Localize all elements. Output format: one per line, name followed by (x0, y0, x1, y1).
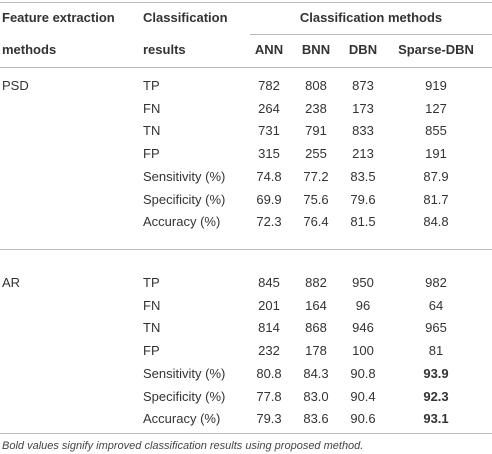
cell: Sensitivity (%) (143, 168, 226, 184)
cell: Specificity (%) (143, 388, 226, 404)
cell: 201 (258, 297, 280, 313)
cell: TP (143, 78, 160, 93)
cell: Specificity (%) (143, 191, 226, 207)
cell: 164 (305, 297, 327, 313)
cell: 782 (258, 78, 280, 93)
cell: 255 (305, 146, 327, 162)
cell: 731 (258, 123, 280, 139)
cell: 950 (352, 275, 374, 290)
cell: 808 (305, 78, 327, 93)
cell: 855 (425, 123, 447, 139)
cell: 845 (258, 275, 280, 290)
cell: BNN (301, 42, 331, 57)
cell: 81.7 (423, 191, 449, 207)
cell: 74.8 (256, 168, 282, 184)
cell: 80.8 (256, 365, 282, 381)
cell: Sensitivity (%) (143, 365, 226, 381)
rule (0, 67, 492, 68)
cell: 81 (428, 343, 444, 359)
cell: 882 (305, 275, 327, 290)
cell: 238 (305, 100, 327, 116)
cell: 178 (305, 343, 327, 359)
cell: 83.0 (303, 388, 329, 404)
cell: 264 (258, 100, 280, 116)
cell: 315 (258, 146, 280, 162)
cell: 92.3 (423, 388, 449, 404)
cell: 79.6 (350, 191, 376, 207)
cell: TN (143, 123, 161, 139)
cell: FP (143, 146, 160, 162)
cell: 93.1 (423, 411, 449, 427)
cell: 127 (425, 100, 447, 116)
cell: 81.5 (350, 214, 376, 230)
cell: 919 (425, 78, 447, 93)
cell: 79.3 (256, 411, 282, 427)
cell: 69.9 (256, 191, 282, 207)
cell: 173 (352, 100, 374, 116)
cell: 90.4 (350, 388, 376, 404)
cell: methods (2, 42, 57, 57)
cell: 87.9 (423, 168, 449, 184)
cell: Accuracy (%) (143, 411, 221, 427)
cell: 946 (352, 320, 374, 336)
cell: 833 (352, 123, 374, 139)
cell: 77.2 (303, 168, 329, 184)
cell: FN (143, 100, 161, 116)
cell: TP (143, 275, 160, 290)
cell: 814 (258, 320, 280, 336)
cell: PSD (2, 78, 29, 93)
cell: 965 (425, 320, 447, 336)
cell: FP (143, 343, 160, 359)
cell: 90.6 (350, 411, 376, 427)
cell: 982 (425, 275, 447, 290)
cell: 84.3 (303, 365, 329, 381)
cell: 83.6 (303, 411, 329, 427)
cell: DBN (348, 42, 378, 57)
cell: 83.5 (350, 168, 376, 184)
cell: results (143, 42, 186, 57)
cell: 93.9 (423, 365, 449, 381)
rule (0, 2, 492, 3)
cell: Classification methods (299, 10, 443, 25)
rule (0, 433, 492, 434)
cell: FN (143, 297, 161, 313)
cell: 96 (355, 297, 371, 313)
cell: 84.8 (423, 214, 449, 230)
cell: 90.8 (350, 365, 376, 381)
cell: ANN (254, 42, 284, 57)
cell: 77.8 (256, 388, 282, 404)
cell: Feature extraction (2, 10, 115, 25)
cell: 191 (425, 146, 447, 162)
cell: AR (2, 275, 21, 290)
cell: TN (143, 320, 161, 336)
rule (0, 249, 492, 250)
cell: 76.4 (303, 214, 329, 230)
cell: 791 (305, 123, 327, 139)
cell: 213 (352, 146, 374, 162)
cell: Accuracy (%) (143, 214, 221, 230)
cell: Bold values signify improved classificat… (2, 440, 364, 452)
cell: Sparse-DBN (398, 42, 474, 57)
cell: 75.6 (303, 191, 329, 207)
cell: 72.3 (256, 214, 282, 230)
cell: 873 (352, 78, 374, 93)
rule (250, 34, 492, 35)
cell: 64 (428, 297, 444, 313)
cell: 100 (352, 343, 374, 359)
cell: 868 (305, 320, 327, 336)
cell: 232 (258, 343, 280, 359)
cell: Classification (143, 10, 228, 25)
